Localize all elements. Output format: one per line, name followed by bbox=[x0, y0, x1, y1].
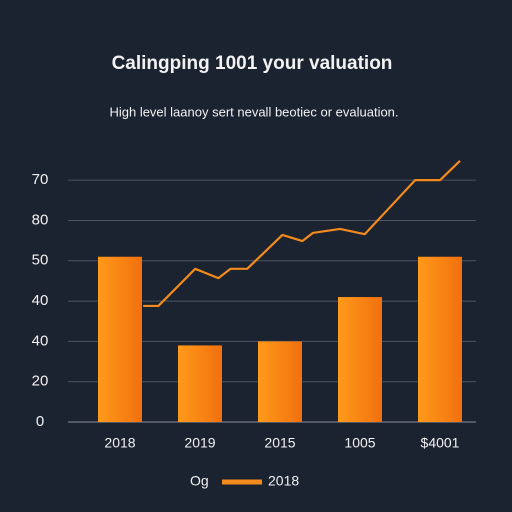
bar bbox=[258, 341, 302, 422]
y-tick-label: 0 bbox=[36, 413, 44, 430]
x-tick-label: 2015 bbox=[264, 435, 295, 451]
x-tick-label: 2018 bbox=[104, 435, 135, 451]
y-tick-label: 70 bbox=[32, 171, 49, 188]
y-tick-label: 50 bbox=[32, 252, 49, 269]
y-tick-label: 40 bbox=[32, 332, 49, 349]
bar bbox=[418, 256, 462, 422]
x-tick-label: 2019 bbox=[184, 435, 215, 451]
legend-label: Og bbox=[190, 473, 209, 489]
chart-title: Calingping 1001 your valuation bbox=[112, 53, 393, 74]
y-tick-label: 40 bbox=[32, 292, 49, 309]
bar bbox=[178, 345, 222, 422]
y-tick-label: 80 bbox=[32, 211, 49, 228]
x-tick-label: $4001 bbox=[421, 435, 460, 451]
x-tick-label: 1005 bbox=[344, 435, 375, 451]
bar bbox=[338, 297, 382, 422]
line bbox=[143, 160, 461, 308]
legend-label: 2018 bbox=[268, 473, 299, 489]
bar bbox=[98, 256, 142, 422]
chart-subtitle: High level laanoy sert nevall beotiec or… bbox=[109, 104, 398, 119]
y-tick-label: 20 bbox=[32, 373, 49, 390]
